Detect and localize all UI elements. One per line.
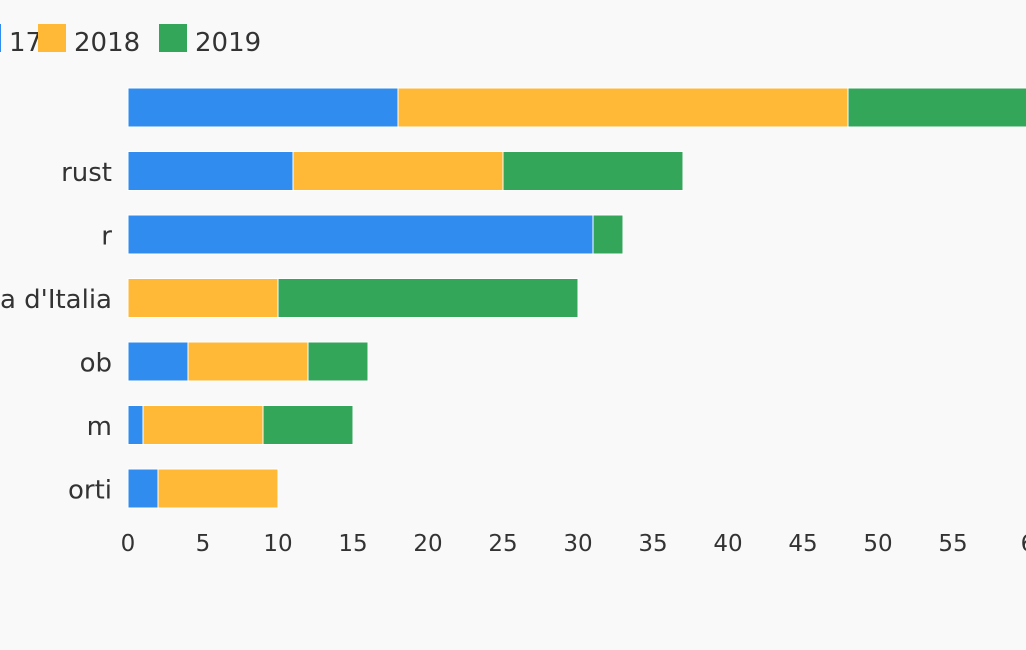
category-label: m <box>87 412 112 442</box>
bar-segment <box>127 87 399 128</box>
bar-segment <box>262 405 354 445</box>
bar-segment <box>142 405 264 445</box>
legend-label: 2018 <box>74 28 140 58</box>
bar-segment <box>847 87 1026 128</box>
x-tick-label: 25 <box>488 531 517 557</box>
x-tick-label: 30 <box>563 531 592 557</box>
x-tick-label: 35 <box>638 531 667 557</box>
x-axis-ticks: 0 5 10 15 20 25 30 35 40 45 50 55 6 <box>121 531 1026 557</box>
bar-segment <box>127 151 294 191</box>
category-label: rust <box>61 158 112 188</box>
bar-segment <box>187 341 309 382</box>
bar-segment <box>502 151 684 191</box>
bar-segment <box>307 341 369 382</box>
bar-segment <box>127 341 189 382</box>
bar-segment <box>127 278 279 318</box>
category-label: r <box>101 222 112 252</box>
bar-segment <box>277 278 579 318</box>
bar-segment <box>592 214 624 255</box>
legend-label: 2019 <box>195 28 261 58</box>
x-tick-label: 45 <box>788 531 817 557</box>
x-tick-label: 20 <box>413 531 442 557</box>
category-label: orti <box>68 476 112 506</box>
x-tick-label: 6 <box>1021 531 1026 557</box>
category-label: a d'Italia <box>0 285 112 315</box>
legend-label: 17 <box>9 28 42 58</box>
x-tick-label: 10 <box>263 531 292 557</box>
bar-segment <box>292 151 504 191</box>
x-tick-label: 40 <box>713 531 742 557</box>
legend-swatch <box>159 24 187 52</box>
x-tick-label: 55 <box>938 531 967 557</box>
legend-swatch <box>0 24 1 52</box>
x-tick-label: 15 <box>338 531 367 557</box>
y-axis-labels: rust r a d'Italia ob m orti <box>0 158 112 506</box>
x-tick-label: 0 <box>121 531 136 557</box>
category-label: ob <box>80 349 112 379</box>
bar-segment <box>157 468 279 509</box>
bar-segment <box>127 405 144 445</box>
bar-segment <box>127 468 159 509</box>
legend-swatch <box>38 24 66 52</box>
bars-area <box>127 87 1026 509</box>
legend: 17 2018 2019 <box>0 24 261 58</box>
bar-segment <box>127 214 594 255</box>
bar-segment <box>397 87 849 128</box>
x-tick-label: 5 <box>196 531 211 557</box>
x-tick-label: 50 <box>863 531 892 557</box>
